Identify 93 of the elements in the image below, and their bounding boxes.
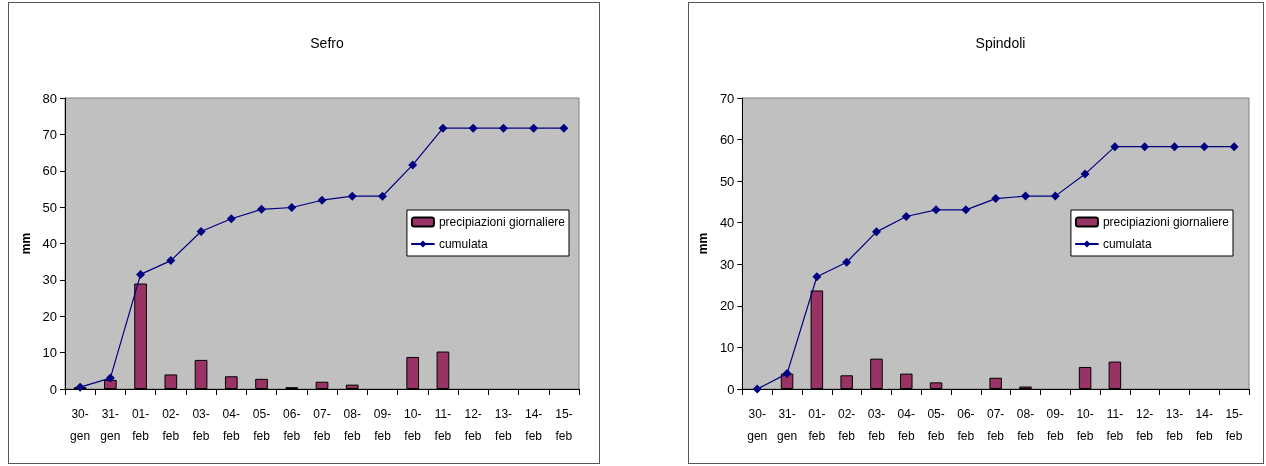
point <box>1020 191 1030 201</box>
y-tick-label: 70 <box>42 126 57 142</box>
point <box>961 205 971 215</box>
x-tick-label: 13-feb <box>494 407 513 443</box>
chart-title: Sefro <box>310 35 344 51</box>
x-tick-label: 03-feb <box>192 407 210 443</box>
x-tick-label: 02-feb <box>838 407 856 443</box>
y-tick-label: 0 <box>49 381 57 397</box>
y-tick-label: 0 <box>727 381 735 397</box>
x-tick-label: 09-feb <box>1046 407 1064 443</box>
point <box>752 384 762 394</box>
x-tick-label: 11-feb <box>434 407 452 443</box>
point <box>1050 191 1060 201</box>
point <box>226 214 236 224</box>
x-tick-label: 03-feb <box>867 407 886 443</box>
x-tick-label: 04-feb <box>222 407 240 443</box>
y-tick-label: 30 <box>719 256 735 272</box>
x-tick-label: 11-feb <box>1106 407 1124 443</box>
point <box>1169 142 1179 152</box>
y-tick-label: 20 <box>719 298 735 314</box>
x-tick-label: 07-feb <box>987 407 1005 443</box>
legend-label: cumulata <box>1102 237 1152 251</box>
x-tick-label: 15-feb <box>555 407 573 443</box>
x-tick-label: 15-feb <box>1225 407 1243 443</box>
x-tick-label: 14-feb <box>1195 407 1213 443</box>
x-tick-label: 04-feb <box>897 407 915 443</box>
x-tick-label: 10-feb <box>1076 407 1094 443</box>
point <box>287 202 297 212</box>
point <box>196 227 206 236</box>
x-tick-label: 06-feb <box>283 407 301 443</box>
point <box>1110 142 1120 152</box>
y-axis-title: mm <box>18 232 33 255</box>
point <box>991 194 1001 204</box>
y-tick-label: 60 <box>719 132 735 148</box>
x-tick-label: 31-gen <box>100 407 121 443</box>
point <box>498 123 508 133</box>
y-axis-title: mm <box>696 232 710 255</box>
x-tick-label: 31-gen <box>777 407 798 443</box>
point <box>931 205 941 215</box>
y-tick-label: 40 <box>42 236 57 251</box>
x-tick-label: 09-feb <box>373 407 392 443</box>
x-tick-label: 14-feb <box>524 407 543 443</box>
x-tick-label: 06-feb <box>957 407 975 443</box>
point <box>559 123 569 133</box>
x-tick-label: 02-feb <box>162 407 180 443</box>
y-tick-label: 50 <box>719 173 735 189</box>
y-tick-label: 20 <box>42 308 57 324</box>
point <box>812 272 822 282</box>
point <box>901 211 911 221</box>
point <box>105 373 115 383</box>
x-tick-label: 01-feb <box>808 407 826 443</box>
x-tick-label: 12-feb <box>464 407 482 443</box>
x-tick-label: 12-feb <box>1136 407 1154 443</box>
point <box>871 227 881 237</box>
point <box>136 269 146 279</box>
x-tick-label: 08-feb <box>343 407 361 443</box>
x-tick-label: 05-feb <box>252 407 271 443</box>
point <box>782 369 792 379</box>
x-tick-label: 08-feb <box>1016 407 1035 443</box>
point <box>842 257 852 267</box>
legend-label: precipiazioni giornaliere <box>438 215 566 229</box>
x-tick-label: 30-gen <box>70 407 91 443</box>
x-tick-label: 10-feb <box>404 407 422 443</box>
point <box>1229 142 1239 152</box>
legend-label: precipiazioni giornaliere <box>1102 215 1230 229</box>
point <box>408 160 418 170</box>
point <box>377 191 387 201</box>
point <box>166 256 176 266</box>
y-tick-label: 60 <box>42 163 57 179</box>
point <box>317 195 327 205</box>
point <box>257 204 267 214</box>
point <box>1140 142 1150 152</box>
x-tick-label: 01-feb <box>131 407 150 443</box>
y-tick-label: 50 <box>42 199 57 215</box>
x-tick-label: 05-feb <box>927 407 945 443</box>
point <box>75 382 85 392</box>
point <box>529 123 539 133</box>
y-tick-label: 80 <box>42 90 57 106</box>
y-tick-label: 40 <box>719 215 735 231</box>
y-tick-label: 10 <box>719 339 735 355</box>
legend-label: cumulata <box>438 237 488 251</box>
x-tick-label: 07-feb <box>313 407 331 443</box>
y-tick-label: 10 <box>42 345 57 361</box>
point <box>1199 142 1209 152</box>
y-tick-label: 30 <box>42 272 57 288</box>
chart-title: Spindoli <box>975 35 1026 51</box>
point <box>1080 169 1090 179</box>
point <box>468 123 478 133</box>
point <box>438 123 448 133</box>
x-tick-label: 30-gen <box>747 407 768 443</box>
point <box>347 191 357 201</box>
y-tick-label: 70 <box>719 90 735 106</box>
x-tick-label: 13-feb <box>1165 407 1184 443</box>
